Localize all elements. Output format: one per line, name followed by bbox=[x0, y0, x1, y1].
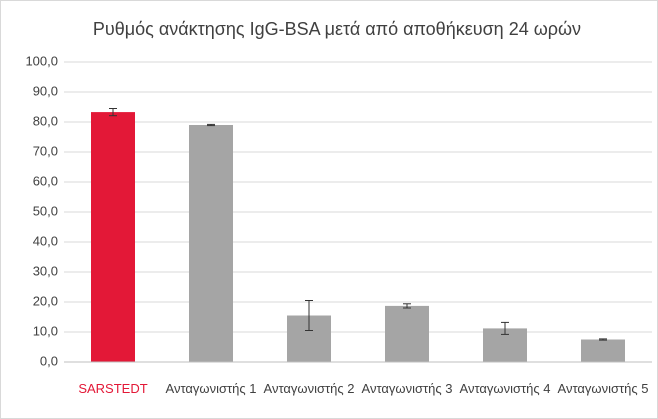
y-tick-label: 80,0 bbox=[33, 113, 58, 128]
y-tick-label: 60,0 bbox=[33, 173, 58, 188]
x-tick-label: Ανταγωνιστής 4 bbox=[459, 381, 551, 396]
bar bbox=[189, 125, 233, 362]
y-tick-label: 50,0 bbox=[33, 203, 58, 218]
y-tick-label: 0,0 bbox=[40, 353, 58, 368]
x-tick-label: SARSTEDT bbox=[78, 381, 148, 396]
y-tick-label: 90,0 bbox=[33, 83, 58, 98]
x-tick-label: Ανταγωνιστής 3 bbox=[361, 381, 453, 396]
x-tick-label: Ανταγωνιστής 2 bbox=[263, 381, 355, 396]
y-tick-label: 10,0 bbox=[33, 323, 58, 338]
bar bbox=[385, 305, 429, 362]
y-tick-label: 70,0 bbox=[33, 143, 58, 158]
x-tick-label: Ανταγωνιστής 5 bbox=[557, 381, 649, 396]
bar bbox=[91, 112, 135, 362]
bar bbox=[581, 339, 625, 362]
y-tick-label: 40,0 bbox=[33, 233, 58, 248]
y-tick-label: 30,0 bbox=[33, 263, 58, 278]
x-tick-label: Ανταγωνιστής 1 bbox=[165, 381, 257, 396]
y-tick-label: 100,0 bbox=[25, 53, 58, 68]
chart-title: Ρυθμός ανάκτησης IgG-BSA μετά από αποθήκ… bbox=[93, 19, 581, 39]
y-tick-label: 20,0 bbox=[33, 293, 58, 308]
